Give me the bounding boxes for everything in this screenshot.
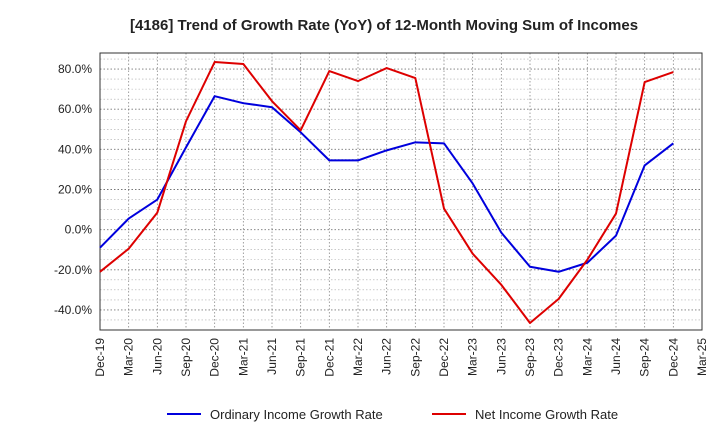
x-tick-label: Jun-21 [265, 338, 279, 375]
x-tick-label: Sep-22 [408, 338, 422, 377]
grid [99, 53, 703, 331]
x-tick-label: Dec-21 [322, 338, 336, 377]
x-tick-label: Dec-19 [93, 338, 107, 377]
x-tick-label: Sep-24 [638, 338, 652, 377]
x-tick-label: Sep-20 [179, 338, 193, 377]
x-tick-label: Mar-21 [236, 338, 250, 376]
x-tick-label: Jun-24 [609, 338, 623, 375]
y-tick-label: -20.0% [54, 263, 92, 277]
series-line [99, 95, 674, 273]
series-lines [99, 61, 674, 324]
x-tick-label: Dec-22 [437, 338, 451, 377]
x-tick-label: Mar-20 [122, 338, 136, 376]
x-tick-label: Dec-24 [666, 338, 680, 377]
chart-title: [4186] Trend of Growth Rate (YoY) of 12-… [130, 17, 638, 34]
y-tick-label: 60.0% [58, 102, 92, 116]
y-tick-label: -40.0% [54, 303, 92, 317]
axes: 80.0% 60.0% 40.0% 20.0% 0.0% -20.0% -40.0% Dec-… [54, 52, 709, 377]
legend: Ordinary Income Growth Rate Net Income Gr… [167, 407, 618, 422]
x-tick-label: Mar-25 [695, 338, 709, 376]
series-line [99, 61, 674, 324]
y-tick-label: 0.0% [65, 223, 93, 237]
y-tick-label: 80.0% [58, 62, 92, 76]
x-tick-label: Mar-22 [351, 338, 365, 376]
y-tick-label: 40.0% [58, 142, 92, 156]
x-tick-label: Dec-20 [208, 338, 222, 377]
legend-label: Ordinary Income Growth Rate [210, 407, 383, 422]
x-tick-label: Sep-21 [294, 338, 308, 377]
x-tick-label: Jun-22 [380, 338, 394, 375]
x-tick-label: Dec-23 [552, 338, 566, 377]
x-tick-label: Sep-23 [523, 338, 537, 377]
x-tick-label: Mar-23 [466, 338, 480, 376]
y-tick-label: 20.0% [58, 182, 92, 196]
x-tick-label: Jun-20 [150, 338, 164, 375]
x-tick-label: Jun-23 [494, 338, 508, 375]
plot-area-frame [99, 52, 703, 331]
legend-label: Net Income Growth Rate [475, 407, 618, 422]
x-tick-label: Mar-24 [580, 338, 594, 376]
